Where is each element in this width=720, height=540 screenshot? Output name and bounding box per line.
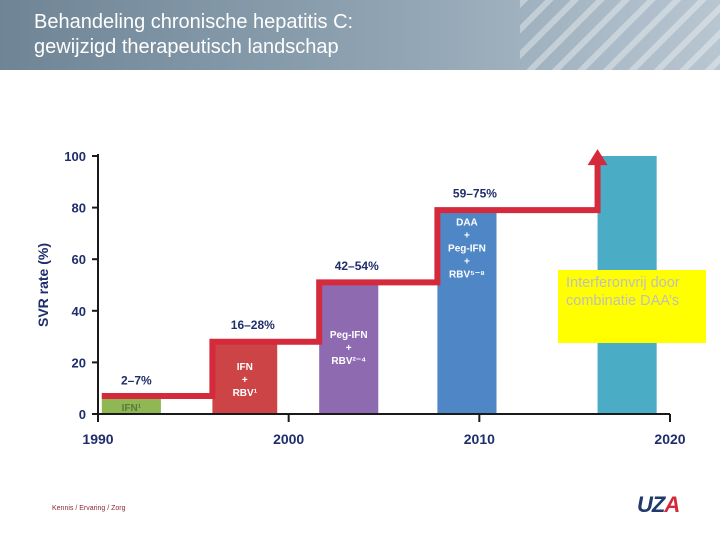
bar-3-treatment-label-2: Peg-IFN [448, 244, 486, 255]
bar-0-treatment-label-0: IFN¹ [122, 403, 142, 414]
logo-main: UZ [637, 492, 665, 517]
arrow-head [587, 149, 608, 166]
y-tick-label-60: 60 [72, 252, 86, 267]
bar-1 [212, 339, 278, 414]
y-axis-label: SVR rate (%) [35, 243, 51, 327]
slide-header: Behandeling chronische hepatitis C: gewi… [0, 0, 720, 70]
bar-2-treatment-label-2: RBV²⁻⁴ [331, 356, 366, 367]
interferon-free-note: Interferonvrij door combinatie DAA’s [558, 270, 706, 343]
bar-0-range-label: 2–7% [121, 374, 152, 388]
bar-1-treatment-label-1: + [242, 375, 248, 386]
bar-3 [437, 207, 497, 414]
bar-2-treatment-label-0: Peg-IFN [330, 330, 368, 341]
bar-0 [101, 394, 161, 414]
x-tick-label-2000: 2000 [273, 431, 304, 447]
bar-1-treatment-label-2: RBV¹ [233, 388, 258, 399]
bar-3-treatment-label-3: + [464, 257, 470, 268]
y-tick-label-80: 80 [72, 201, 86, 216]
uza-logo: UZA [637, 492, 680, 518]
bar-3-treatment-label-0: DAA [456, 218, 478, 229]
y-tick-label-0: 0 [79, 407, 86, 422]
bar-1-range-label: 16–28% [231, 318, 275, 332]
bar-2-range-label: 42–54% [335, 259, 379, 273]
footer-tagline: Kennis / Ervaring / Zorg [52, 505, 126, 512]
title-line-2: gewijzigd therapeutisch landschap [34, 36, 339, 58]
header-decoration [520, 0, 720, 70]
y-tick-label-40: 40 [72, 304, 86, 319]
bar-3-treatment-label-4: RBV⁵⁻⁸ [449, 270, 485, 281]
title-line-1: Behandeling chronische hepatitis C: [34, 11, 354, 33]
bar-2 [319, 279, 379, 414]
slide-title: Behandeling chronische hepatitis C: gewi… [34, 10, 353, 60]
bar-3-range-label: 59–75% [453, 187, 497, 201]
x-tick-label-2010: 2010 [464, 431, 495, 447]
x-tick-label-1990: 1990 [82, 431, 113, 447]
bar-3-treatment-label-1: + [464, 231, 470, 242]
y-tick-label-100: 100 [64, 149, 86, 164]
bar-2-treatment-label-1: + [346, 343, 352, 354]
x-tick-label-2020: 2020 [654, 431, 685, 447]
logo-accent: A [664, 492, 680, 517]
progress-step-line [101, 161, 601, 399]
y-tick-label-20: 20 [72, 355, 86, 370]
bar-1-treatment-label-0: IFN [237, 362, 253, 373]
